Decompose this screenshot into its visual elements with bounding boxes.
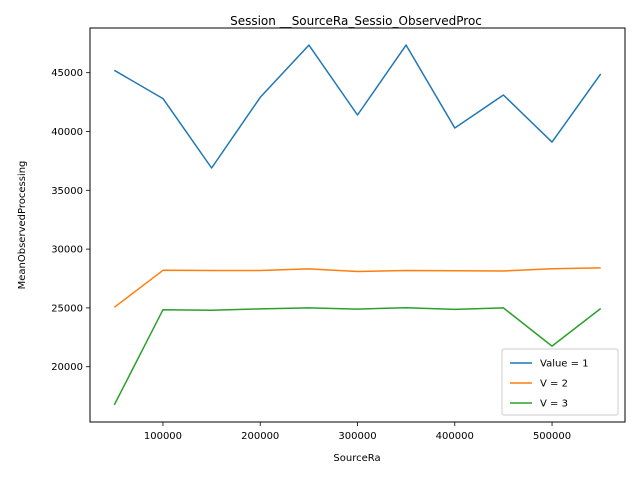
x-tick-label: 500000: [533, 431, 571, 442]
series-lines: [113, 44, 602, 406]
y-tick-label: 25000: [51, 303, 83, 314]
legend-label: V = 2: [540, 379, 568, 390]
x-axis-label: SourceRa: [333, 453, 380, 464]
x-tick-label: 400000: [436, 431, 474, 442]
legend: Value = 1 V = 2 V = 3: [501, 348, 619, 416]
series-line-3: [113, 306, 602, 406]
y-tick-label: 20000: [51, 362, 83, 373]
legend-box: [501, 348, 619, 416]
y-tick-label: 40000: [51, 127, 83, 138]
legend-label: V = 3: [540, 399, 568, 410]
x-tick-label: 200000: [241, 431, 279, 442]
series-line-2: [113, 267, 601, 308]
legend-label: Value = 1: [540, 359, 589, 370]
series-line-1: [113, 44, 602, 169]
y-tick-label: 30000: [51, 245, 83, 256]
x-tick-label: 300000: [338, 431, 376, 442]
plot-frame: [89, 27, 626, 423]
y-axis-label: MeanObservedProcessing: [17, 161, 28, 290]
y-tick-label: 45000: [51, 68, 83, 79]
y-tick-label: 35000: [51, 186, 83, 197]
chart-title: Session __SourceRa_Sessio_ObservedProc: [230, 14, 482, 28]
x-tick-label: 100000: [144, 431, 182, 442]
axis-ticks: 100000 200000 300000 400000 500000 20000 25000…: [51, 68, 571, 442]
